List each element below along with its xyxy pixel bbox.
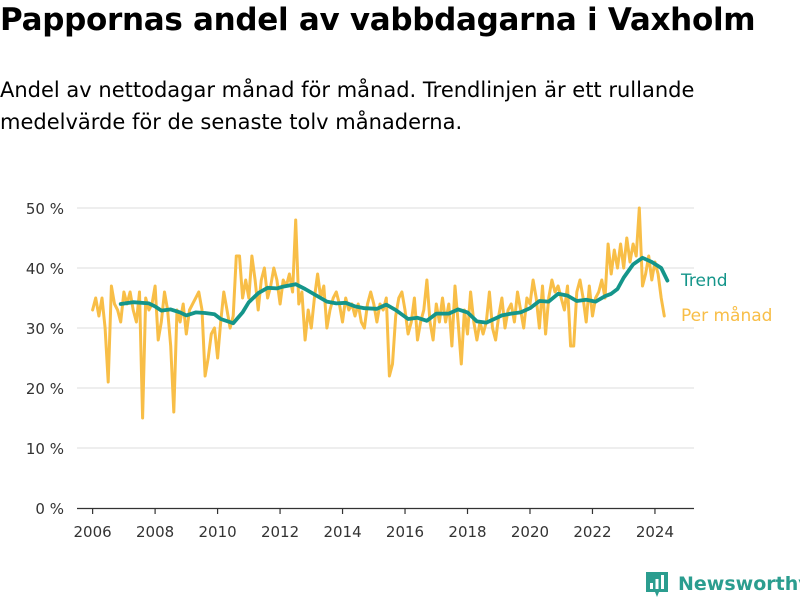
legend-label: Per månad — [681, 305, 772, 326]
y-axis: 0 % 10 % 20 % 30 % 40 % 50 % — [26, 200, 64, 518]
y-tick-label: 40 % — [26, 260, 64, 278]
x-tick-label: 2018 — [448, 523, 486, 541]
x-tick-label: 2014 — [323, 523, 361, 541]
brand-name: Newsworthy — [678, 573, 800, 595]
series-lines — [91, 206, 670, 420]
y-tick-label: 10 % — [26, 440, 64, 458]
x-tick-label: 2024 — [636, 523, 674, 541]
y-tick-label: 50 % — [26, 200, 64, 218]
x-tick-label: 2020 — [511, 523, 549, 541]
chart-title: Pappornas andel av vabbdagarna i Vaxholm — [0, 2, 756, 38]
brand[interactable]: Newsworthy — [644, 568, 800, 600]
newsworthy-logo-icon — [646, 572, 668, 597]
x-tick-label: 2016 — [386, 523, 424, 541]
chart-subtitle: Andel av nettodagar månad för månad. Tre… — [0, 78, 695, 134]
x-tick-label: 2006 — [74, 523, 112, 541]
x-tick-label: 2008 — [136, 523, 174, 541]
x-tick-label: 2022 — [573, 523, 611, 541]
series-line-per-m-nad — [91, 206, 666, 420]
y-tick-label: 20 % — [26, 380, 64, 398]
legend-label: Trend — [680, 271, 728, 291]
x-tick-label: 2010 — [198, 523, 236, 541]
y-tick-label: 0 % — [35, 500, 64, 518]
y-tick-label: 30 % — [26, 320, 64, 338]
x-axis: 2006 2008 2010 2012 2014 2016 2018 2020 2022 2024 — [74, 507, 694, 541]
legend: Trend Per månad — [680, 271, 772, 326]
x-tick-label: 2012 — [261, 523, 299, 541]
grid-lines — [77, 207, 694, 449]
series-line-trend — [118, 255, 670, 326]
